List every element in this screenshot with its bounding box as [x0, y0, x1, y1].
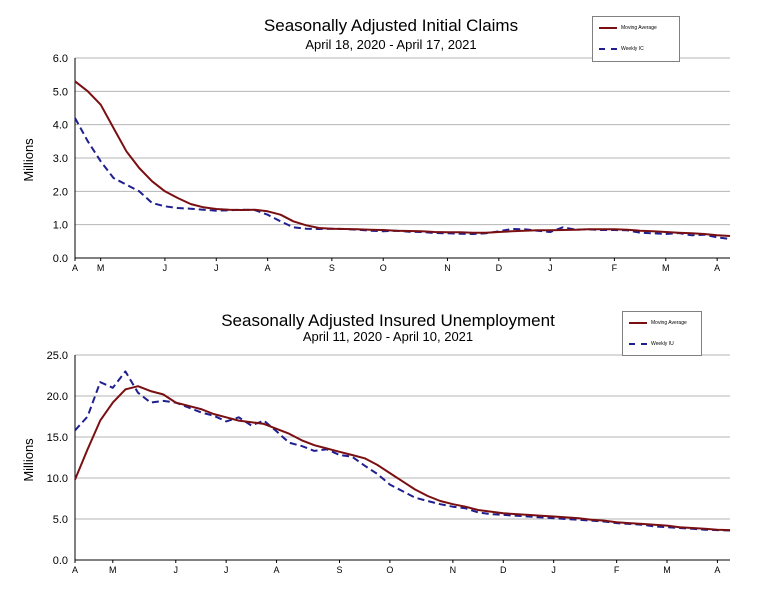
x-tick-label: O — [386, 565, 393, 575]
legend-entry-weekly: Weekly IU — [629, 339, 674, 349]
chart-subtitle: April 18, 2020 - April 17, 2021 — [305, 37, 477, 52]
legend-label: Weekly IU — [651, 341, 674, 347]
x-tick-label: N — [444, 263, 451, 273]
x-tick-label: J — [214, 263, 219, 273]
chart-subtitle: April 11, 2020 - April 10, 2021 — [302, 329, 474, 344]
legend-swatch-dashed — [599, 48, 617, 50]
series-line-moving-average — [74, 80, 731, 237]
x-tick-label: F — [614, 565, 620, 575]
x-tick-label: J — [163, 263, 168, 273]
x-tick-label: J — [174, 565, 179, 575]
legend-label: Weekly IC — [621, 46, 644, 52]
x-tick-label: F — [612, 263, 618, 273]
chart-legend: Moving Average Weekly IU — [622, 311, 702, 356]
legend-swatch-solid — [629, 322, 647, 324]
series-line-weekly-iu — [74, 370, 731, 532]
x-tick-label: N — [450, 565, 457, 575]
y-tick-label: 10.0 — [47, 473, 68, 485]
x-tick-label: J — [224, 565, 229, 575]
y-tick-label: 20.0 — [47, 391, 68, 403]
x-tick-label: D — [496, 263, 503, 273]
chart-title: Seasonally Adjusted Initial Claims — [263, 16, 519, 35]
x-tick-label: M — [97, 263, 105, 273]
initial-claims-chart: Seasonally Adjusted Initial Claims April… — [0, 0, 760, 290]
x-tick-label: A — [72, 263, 78, 273]
legend-entry-moving-average: Moving Average — [629, 318, 687, 328]
y-axis-label: Millions — [21, 138, 36, 182]
y-axis-label: Millions — [21, 438, 36, 482]
x-tick-label: M — [662, 263, 670, 273]
x-tick-label: A — [72, 565, 78, 575]
y-tick-label: 4.0 — [53, 120, 68, 132]
x-tick-label: M — [109, 565, 117, 575]
x-tick-label: A — [265, 263, 271, 273]
x-tick-label: A — [274, 565, 280, 575]
x-tick-label: A — [714, 565, 720, 575]
legend-label: Moving Average — [651, 320, 687, 326]
x-tick-label: D — [500, 565, 507, 575]
legend-swatch-dashed — [629, 343, 647, 345]
x-tick-label: S — [337, 565, 343, 575]
chart-legend: Moving Average Weekly IC — [592, 16, 680, 62]
legend-label: Moving Average — [621, 25, 657, 31]
chart-plot: 0.0 5.0 10.0 15.0 20.0 25.0 A M J J A S O N D J F M A Milli… — [21, 350, 731, 575]
y-tick-label: 5.0 — [53, 514, 68, 526]
y-tick-label: 2.0 — [53, 186, 68, 198]
y-tick-label: 6.0 — [53, 53, 68, 65]
y-tick-label: 3.0 — [53, 153, 68, 165]
x-tick-label: O — [380, 263, 387, 273]
x-tick-label: A — [714, 263, 720, 273]
y-tick-label: 0.0 — [53, 253, 68, 265]
y-tick-label: 1.0 — [53, 220, 68, 232]
series-line-weekly-ic — [74, 117, 731, 240]
y-tick-label: 5.0 — [53, 86, 68, 98]
x-tick-label: J — [551, 565, 556, 575]
x-tick-label: J — [548, 263, 553, 273]
y-tick-label: 15.0 — [47, 432, 68, 444]
series-line-moving-average — [74, 385, 731, 532]
x-tick-label: M — [663, 565, 671, 575]
chart-title: Seasonally Adjusted Insured Unemployment — [221, 311, 555, 330]
legend-entry-moving-average: Moving Average — [599, 23, 657, 33]
legend-entry-weekly: Weekly IC — [599, 44, 644, 54]
y-tick-label: 25.0 — [47, 350, 68, 362]
x-tick-label: S — [329, 263, 335, 273]
legend-swatch-solid — [599, 27, 617, 29]
y-tick-label: 0.0 — [53, 555, 68, 567]
insured-unemployment-chart: Seasonally Adjusted Insured Unemployment… — [0, 300, 760, 590]
